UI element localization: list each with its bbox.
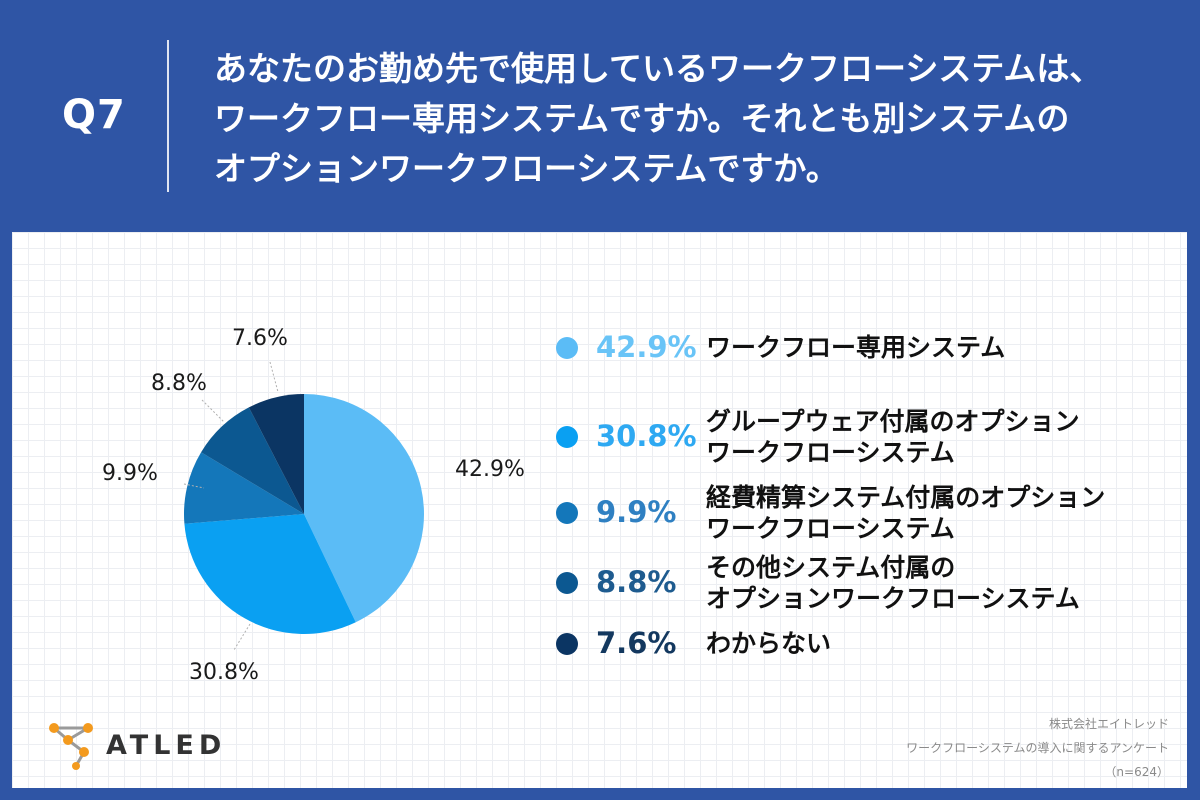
atled-logo: ATLED [42, 714, 221, 774]
pie-slice [184, 514, 356, 634]
legend-percent: 30.8% [596, 419, 697, 453]
legend-label: 経費精算システム付属のオプション ワークフローシステム [706, 482, 1105, 544]
leader-line [201, 399, 225, 423]
legend-percent: 9.9% [596, 495, 677, 529]
source-note: 株式会社エイトレッド ワークフローシステムの導入に関するアンケート （n=624… [906, 712, 1169, 784]
atled-molecule-icon [49, 723, 93, 770]
legend-swatch [556, 426, 578, 448]
legend-label: わからない [706, 628, 831, 659]
legend-label-line: わからない [706, 629, 832, 658]
chart-panel: 42.9% 30.8% 9.9% 8.8% 7.6% 42.9% ワークフロー専用システム… [12, 232, 1187, 788]
pie-slice [184, 452, 304, 524]
legend-label-line: ワークフローシステム [706, 514, 955, 543]
leader-line [269, 361, 279, 393]
question-line: オプションワークフローシステムですか。 [214, 149, 839, 188]
source-company: 株式会社エイトレッド [1048, 717, 1169, 731]
slice-value-label: 8.8% [151, 371, 207, 396]
legend-percent: 7.6% [596, 625, 677, 660]
slice-value-label: 42.9% [455, 457, 525, 482]
question-number: Q7 [62, 92, 126, 138]
leader-line [233, 623, 251, 651]
legend-swatch [556, 502, 578, 524]
pie-slice [248, 394, 304, 514]
slice-value-label: 9.9% [102, 461, 158, 486]
legend-swatch [556, 336, 578, 359]
question-line: あなたのお勤め先で使用しているワークフローシステムは、 [214, 49, 1103, 88]
legend-label-line: グループウェア付属のオプション [706, 407, 1080, 436]
pie-chart: 42.9% 30.8% 9.9% 8.8% 7.6% [102, 326, 525, 685]
legend-percent: 8.8% [596, 565, 677, 599]
leader-line [183, 483, 205, 489]
question-line: ワークフロー専用システムですか。それとも別システムの [214, 99, 1070, 138]
slice-value-label: 30.8% [189, 660, 259, 685]
header-divider [167, 40, 169, 192]
legend-percent: 42.9% [596, 329, 697, 364]
legend-label: ワークフロー専用システム [706, 332, 1005, 363]
legend-swatch [556, 572, 578, 594]
legend-label-line: その他システム付属の [706, 553, 956, 582]
question-text: あなたのお勤め先で使用しているワークフローシステムは、 ワークフロー専用システム… [214, 44, 1174, 194]
legend-swatch [556, 632, 578, 655]
legend-label-line: 経費精算システム付属のオプション [706, 483, 1106, 512]
legend-label-line: オプションワークフローシステム [706, 584, 1080, 613]
logo-wordmark: ATLED [106, 730, 227, 761]
pie-slice [304, 394, 425, 623]
legend-label: グループウェア付属のオプション ワークフローシステム [706, 406, 1080, 468]
legend-label-line: ワークフローシステム [706, 438, 955, 467]
source-sample-size: （n=624） [1104, 765, 1169, 779]
slice-value-label: 7.6% [232, 326, 288, 351]
pie-slice [201, 407, 304, 514]
question-header: Q7 あなたのお勤め先で使用しているワークフローシステムは、 ワークフロー専用シ… [0, 0, 1200, 232]
source-survey: ワークフローシステムの導入に関するアンケート [906, 741, 1169, 755]
legend-label: その他システム付属の オプションワークフローシステム [706, 552, 1080, 614]
legend-label-line: ワークフロー専用システム [706, 333, 1006, 362]
